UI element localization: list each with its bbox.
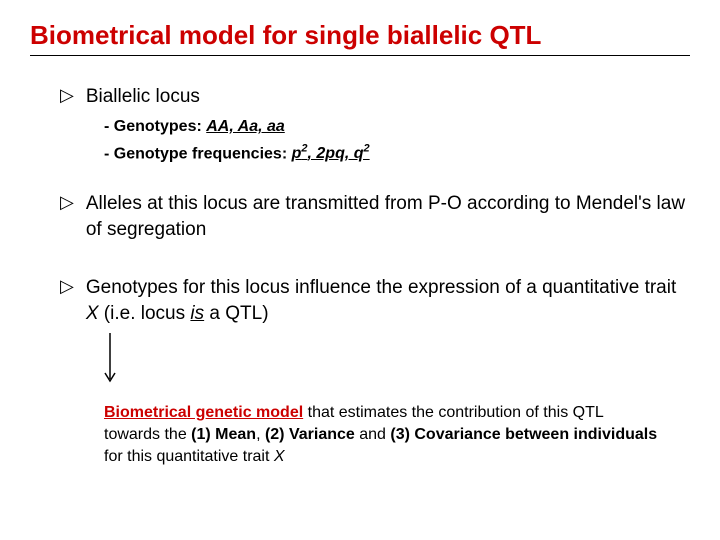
freq-values: p2, 2pq, q2 (292, 145, 370, 162)
bullet-1-sub-2: - Genotype frequencies: p2, 2pq, q2 (104, 138, 690, 165)
bullet-3-text: Genotypes for this locus influence the e… (86, 275, 690, 327)
title-underline (30, 55, 690, 56)
bullet-marker-icon: ▷ (60, 275, 74, 297)
slide-title: Biometrical model for single biallelic Q… (30, 20, 690, 51)
conclusion-lead: Biometrical genetic model (104, 404, 303, 421)
sub-label: - Genotypes: (104, 118, 206, 135)
bullet-2: ▷ Alleles at this locus are transmitted … (60, 191, 690, 243)
sub-label: - Genotype frequencies: (104, 145, 292, 162)
bullet-1-sub-1: - Genotypes: AA, Aa, aa (104, 116, 690, 138)
conclusion-text: Biometrical genetic model that estimates… (104, 402, 660, 468)
bullet-2-text: Alleles at this locus are transmitted fr… (86, 191, 690, 243)
bullet-1: ▷ Biallelic locus (60, 84, 690, 110)
slide-container: Biometrical model for single biallelic Q… (0, 0, 720, 488)
down-arrow-icon (104, 333, 690, 394)
genotypes-values: AA, Aa, aa (206, 118, 285, 135)
bullet-1-text: Biallelic locus (86, 84, 200, 110)
bullet-marker-icon: ▷ (60, 191, 74, 213)
bullet-3: ▷ Genotypes for this locus influence the… (60, 275, 690, 327)
bullet-marker-icon: ▷ (60, 84, 74, 106)
